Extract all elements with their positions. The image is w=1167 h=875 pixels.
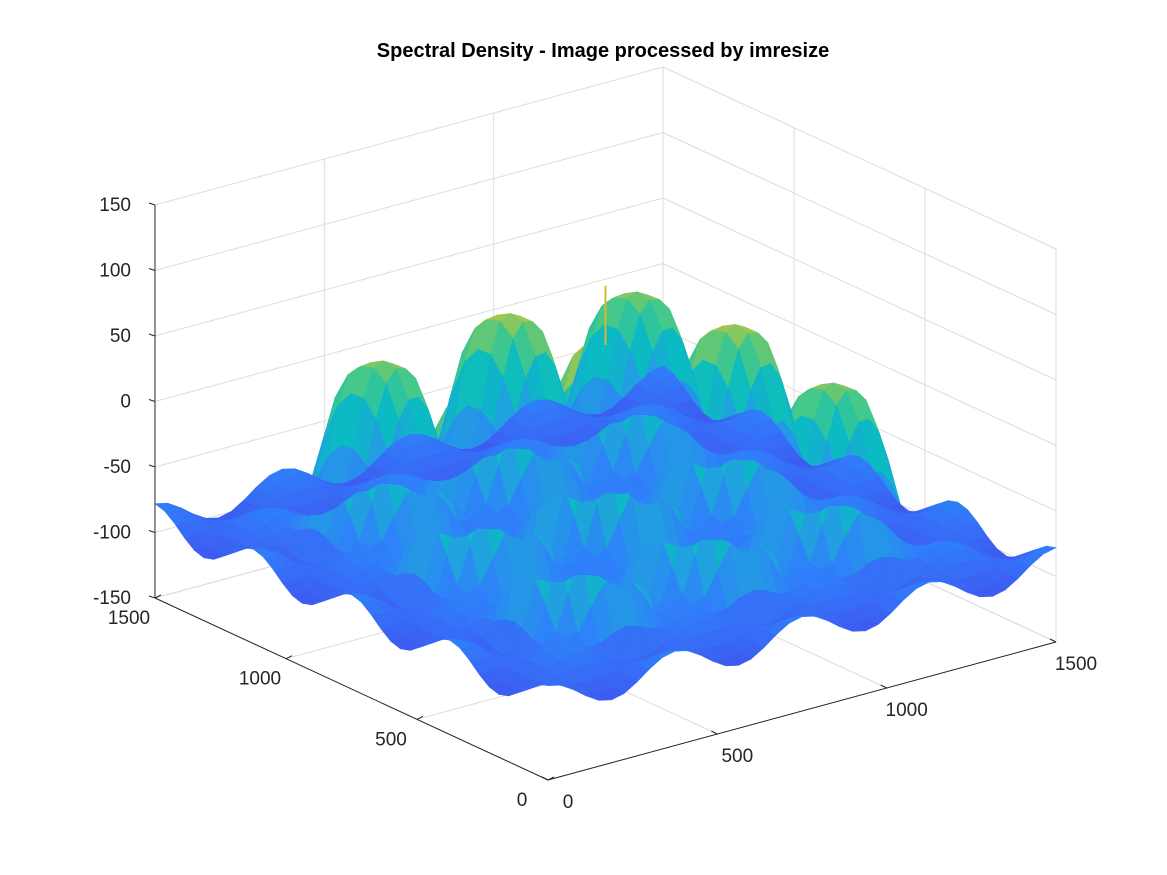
y-tick-mark	[285, 655, 293, 660]
z-tick-mark	[148, 202, 156, 206]
y-tick-label: 1500	[108, 608, 150, 629]
y-tick-label: 0	[517, 790, 528, 811]
z-tick-label: -50	[104, 457, 131, 478]
x-tick-mark	[1049, 638, 1057, 643]
z-tick-label: 0	[120, 392, 131, 413]
z-tick-label: 100	[99, 261, 131, 282]
tick-labels: 050010001500050010001500-150-100-5005010…	[93, 195, 1097, 813]
grid-line	[662, 66, 1057, 250]
grid-line	[154, 132, 664, 271]
x-axis-line	[547, 641, 1057, 781]
z-tick-mark	[148, 399, 156, 402]
y-tick-mark	[547, 776, 555, 781]
grid-line	[662, 263, 1057, 446]
y-tick-mark	[416, 715, 424, 720]
z-tick-label: 50	[110, 326, 131, 347]
x-tick-label: 1500	[1055, 654, 1097, 675]
x-tick-label: 1000	[886, 700, 928, 721]
grid-line	[662, 132, 1057, 315]
x-tick-mark	[880, 684, 887, 689]
z-tick-label: -150	[93, 588, 131, 609]
z-tick-mark	[148, 530, 156, 533]
grid-line	[154, 263, 664, 402]
grid-line	[662, 197, 1057, 381]
z-tick-mark	[148, 595, 156, 599]
chart-title: Spectral Density - Image processed by im…	[377, 40, 829, 62]
z-tick-label: 150	[99, 195, 131, 216]
y-axis-line	[154, 597, 549, 781]
y-tick-label: 500	[375, 729, 407, 750]
x-tick-mark	[541, 776, 549, 781]
x-tick-mark	[711, 730, 718, 735]
z-tick-mark	[148, 268, 156, 271]
axes-box	[148, 202, 1057, 781]
grid-line	[154, 197, 664, 337]
y-tick-label: 1000	[239, 669, 281, 690]
grid-line	[154, 66, 664, 206]
z-tick-mark	[148, 464, 156, 468]
x-tick-label: 500	[721, 746, 753, 767]
surface-patch	[649, 365, 674, 380]
x-tick-label: 0	[563, 792, 574, 813]
spectral-density-surface	[154, 285, 1057, 701]
z-tick-label: -100	[93, 523, 131, 544]
y-tick-mark	[154, 594, 162, 599]
z-tick-mark	[148, 333, 156, 337]
